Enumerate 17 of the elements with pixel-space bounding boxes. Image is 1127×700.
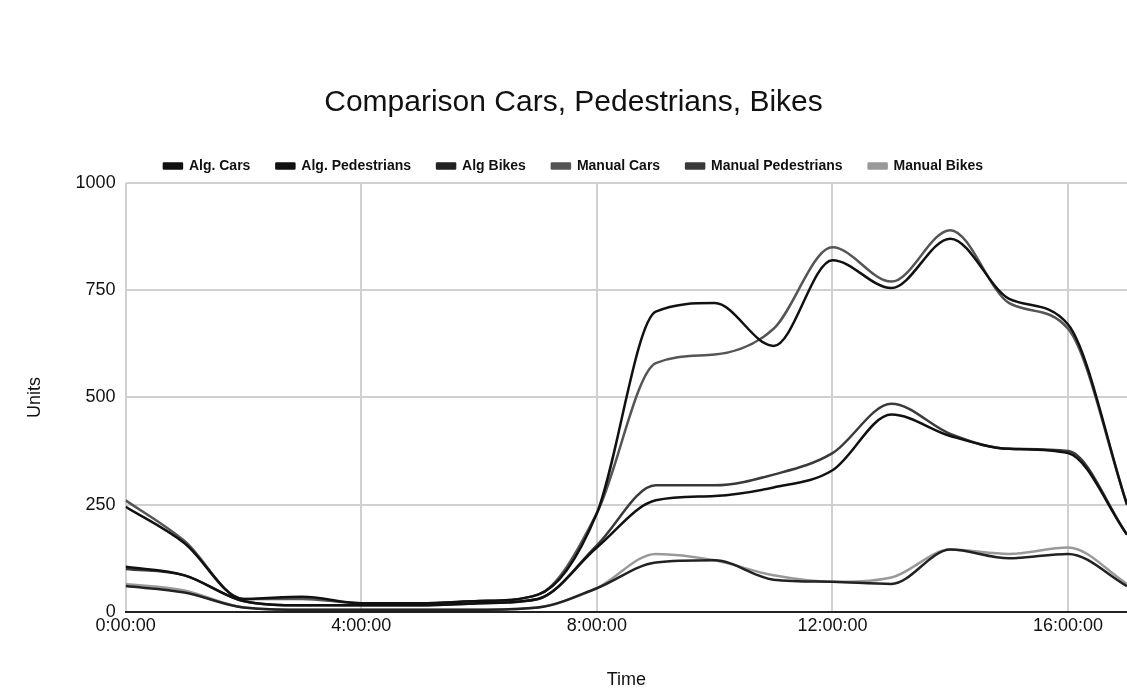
chart-title: Comparison Cars, Pedestrians, Bikes bbox=[324, 84, 823, 118]
x-axis-title: Time bbox=[606, 669, 646, 690]
legend-label: Alg Bikes bbox=[462, 156, 527, 173]
legend-label: Manual Bikes bbox=[893, 156, 984, 173]
x-tick-label: 4:00:00 bbox=[331, 614, 392, 635]
x-tick-label: 8:00:00 bbox=[566, 614, 627, 635]
legend-label: Manual Pedestrians bbox=[711, 156, 843, 173]
y-tick-label: 250 bbox=[85, 493, 116, 514]
y-axis-title: Units bbox=[23, 376, 44, 418]
y-tick-label: 750 bbox=[85, 279, 116, 300]
y-tick-label: 1000 bbox=[75, 171, 116, 192]
legend-label: Alg. Pedestrians bbox=[301, 156, 412, 173]
x-tick-label: 16:00:00 bbox=[1033, 614, 1104, 635]
x-tick-label: 12:00:00 bbox=[797, 614, 868, 635]
legend-label: Manual Cars bbox=[576, 156, 661, 173]
y-tick-label: 500 bbox=[85, 386, 116, 407]
legend-label: Alg. Cars bbox=[188, 156, 251, 173]
